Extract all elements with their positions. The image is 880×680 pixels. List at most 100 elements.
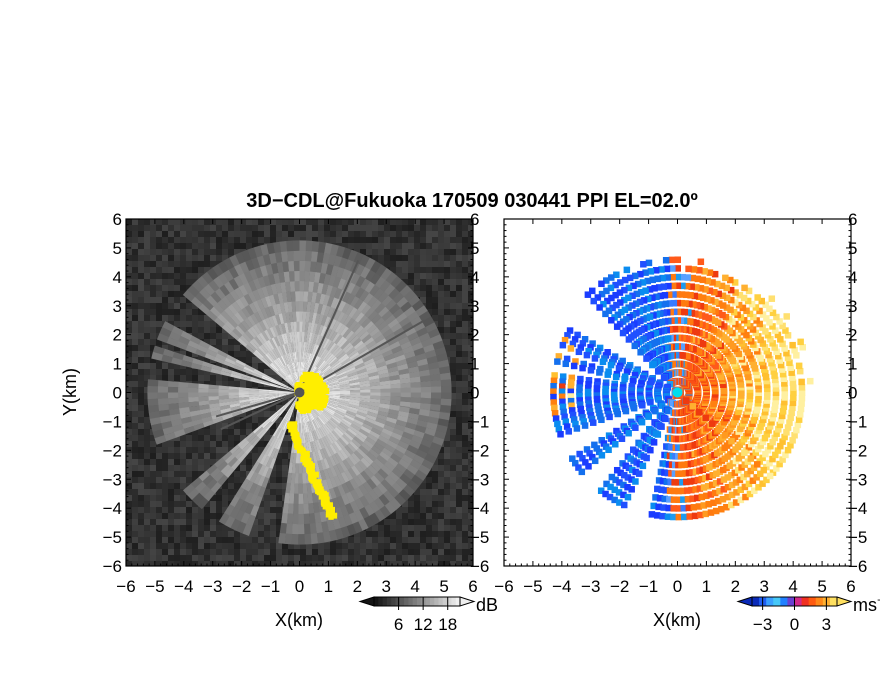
noise-cell bbox=[216, 237, 222, 243]
reflectivity-cell bbox=[220, 464, 232, 475]
noise-cell bbox=[246, 555, 252, 561]
noise-cell bbox=[144, 465, 150, 471]
reflectivity-cell bbox=[224, 454, 236, 465]
noise-cell bbox=[132, 519, 138, 525]
noise-cell bbox=[288, 435, 294, 441]
noise-cell bbox=[456, 561, 462, 566]
noise-cell bbox=[228, 549, 234, 555]
reflectivity-cell bbox=[323, 305, 331, 317]
reflectivity-cell bbox=[230, 370, 242, 377]
reflectivity-cell bbox=[279, 368, 288, 378]
reflectivity-cell bbox=[273, 293, 280, 305]
noise-cell bbox=[294, 237, 300, 243]
noise-cell bbox=[348, 561, 354, 566]
noise-cell bbox=[198, 375, 204, 381]
reflectivity-cell bbox=[190, 362, 202, 370]
reflectivity-cell bbox=[410, 316, 423, 327]
reflectivity-cell bbox=[280, 367, 288, 377]
reflectivity-cell bbox=[261, 443, 270, 455]
reflectivity-cell bbox=[270, 362, 279, 372]
reflectivity-cell bbox=[395, 331, 408, 342]
noise-cell bbox=[222, 363, 228, 369]
noise-cell bbox=[150, 231, 156, 237]
reflectivity-cell bbox=[389, 340, 401, 350]
reflectivity-cell bbox=[275, 324, 282, 336]
noise-cell bbox=[468, 513, 473, 519]
noise-cell bbox=[462, 387, 468, 393]
noise-cell bbox=[150, 513, 156, 519]
reflectivity-cell bbox=[326, 340, 335, 352]
noise-cell bbox=[246, 237, 252, 243]
noise-cell bbox=[438, 453, 444, 459]
noise-cell bbox=[312, 225, 318, 231]
noise-cell bbox=[306, 231, 312, 237]
noise-cell bbox=[132, 459, 138, 465]
noise-cell bbox=[456, 543, 462, 549]
reflectivity-cell bbox=[370, 260, 382, 273]
reflectivity-cell bbox=[297, 351, 300, 363]
noise-cell bbox=[228, 477, 234, 483]
reflectivity-cell bbox=[390, 322, 403, 333]
noise-cell bbox=[270, 531, 276, 537]
reflectivity-cell bbox=[272, 448, 280, 460]
noise-cell bbox=[240, 465, 246, 471]
reflectivity-cell bbox=[358, 444, 370, 455]
reflectivity-cell bbox=[268, 391, 280, 393]
reflectivity-cell bbox=[349, 500, 360, 513]
reflectivity-cell bbox=[340, 325, 349, 337]
noise-cell bbox=[156, 447, 162, 453]
reflectivity-cell bbox=[308, 281, 315, 293]
reflectivity-cell bbox=[230, 518, 241, 532]
noise-cell bbox=[342, 537, 348, 543]
noise-cell bbox=[168, 255, 174, 261]
reflectivity-cell bbox=[339, 383, 350, 388]
noise-cell bbox=[462, 357, 468, 363]
noise-cell bbox=[222, 423, 228, 429]
reflectivity-cell bbox=[385, 299, 397, 311]
reflectivity-cell bbox=[274, 251, 283, 263]
noise-cell bbox=[126, 219, 132, 225]
reflectivity-cell bbox=[375, 361, 387, 369]
reflectivity-cell bbox=[392, 291, 405, 304]
reflectivity-cell bbox=[310, 408, 318, 418]
noise-cell bbox=[462, 519, 468, 525]
noise-cell bbox=[252, 219, 258, 225]
noise-cell bbox=[156, 501, 162, 507]
noise-cell bbox=[354, 543, 360, 549]
reflectivity-cell bbox=[292, 372, 297, 383]
noise-cell bbox=[138, 225, 144, 231]
noise-cell bbox=[408, 237, 414, 243]
noise-cell bbox=[258, 219, 264, 225]
reflectivity-cell bbox=[270, 283, 278, 295]
noise-cell bbox=[288, 441, 294, 447]
reflectivity-cell bbox=[390, 396, 401, 402]
reflectivity-cell bbox=[346, 442, 357, 453]
noise-cell bbox=[222, 543, 228, 549]
noise-cell bbox=[138, 549, 144, 555]
noise-cell bbox=[138, 543, 144, 549]
reflectivity-cell bbox=[351, 322, 362, 333]
reflectivity-cell bbox=[320, 363, 330, 372]
reflectivity-cell bbox=[249, 435, 259, 446]
noise-cell bbox=[246, 465, 252, 471]
reflectivity-cell bbox=[352, 521, 363, 534]
reflectivity-cell bbox=[299, 270, 305, 282]
noise-cell bbox=[132, 477, 138, 483]
noise-cell bbox=[438, 219, 444, 225]
reflectivity-cell bbox=[318, 272, 326, 284]
noise-cell bbox=[240, 369, 246, 375]
noise-cell bbox=[396, 219, 402, 225]
noise-cell bbox=[444, 237, 450, 243]
reflectivity-cell bbox=[370, 392, 381, 397]
noise-cell bbox=[456, 315, 462, 321]
noise-cell bbox=[240, 351, 246, 357]
noise-cell bbox=[192, 237, 198, 243]
noise-cell bbox=[444, 531, 450, 537]
reflectivity-cell bbox=[322, 411, 332, 419]
noise-cell bbox=[438, 267, 444, 273]
reflectivity-cell bbox=[283, 322, 289, 334]
noise-cell bbox=[264, 411, 270, 417]
noise-cell bbox=[174, 261, 180, 267]
reflectivity-cell bbox=[173, 429, 186, 438]
reflectivity-cell bbox=[169, 413, 181, 422]
